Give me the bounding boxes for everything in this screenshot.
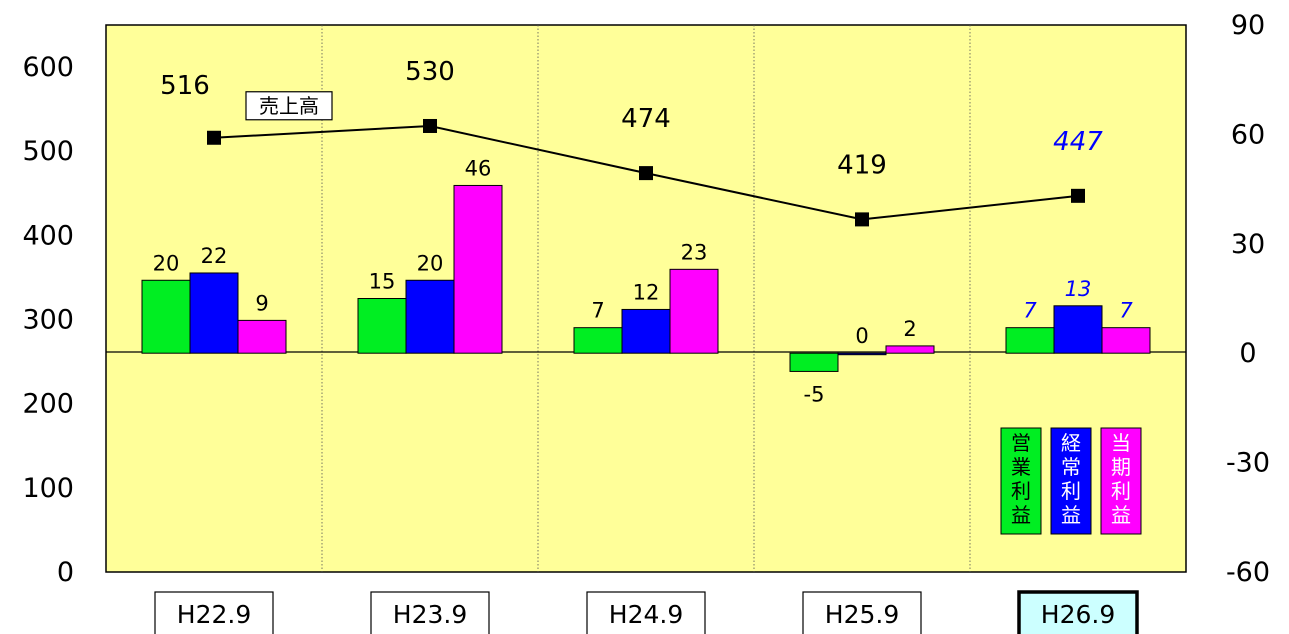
line-label-text: 売上高 <box>259 94 319 118</box>
line-marker <box>1071 188 1085 203</box>
legend-item-char: 当 <box>1111 431 1131 455</box>
line-value-label: 516 <box>160 71 210 101</box>
right-tick-label: -30 <box>1226 448 1270 479</box>
legend-item-char: 営 <box>1011 431 1031 455</box>
bar <box>189 272 239 354</box>
left-tick-label: 600 <box>22 52 74 83</box>
right-tick-label: 30 <box>1231 229 1265 260</box>
category-label-box <box>586 591 706 634</box>
bar <box>1005 327 1055 354</box>
legend-item-char: 利 <box>1061 479 1081 503</box>
category-label: H25.9 <box>825 600 899 629</box>
legend-item-char: 益 <box>1061 503 1081 527</box>
bar <box>405 279 455 354</box>
category-label: H26.9 <box>1041 600 1115 629</box>
bar-value-label: -5 <box>804 382 825 406</box>
left-tick-label: 200 <box>22 389 74 420</box>
bar-value-label: 12 <box>633 280 660 304</box>
left-tick-label: 500 <box>22 136 74 167</box>
bar-value-label: 7 <box>591 299 604 323</box>
line-value-label: 530 <box>405 57 455 87</box>
bar-value-label: 20 <box>153 251 180 275</box>
legend-item-box <box>1050 427 1092 535</box>
legend-item-char: 利 <box>1111 479 1131 503</box>
bar <box>669 268 719 354</box>
legend-item-char: 業 <box>1011 455 1031 479</box>
bar <box>885 345 935 354</box>
bar <box>789 352 839 372</box>
bar <box>1101 327 1151 354</box>
bar <box>357 298 407 354</box>
line-marker <box>855 212 869 227</box>
line-marker <box>639 166 653 181</box>
bar <box>573 327 623 354</box>
bar-value-label: 7 <box>1023 299 1037 323</box>
line-marker <box>423 118 437 133</box>
category-label-box <box>1017 590 1139 634</box>
legend-item-char: 経 <box>1061 431 1081 455</box>
category-label-box <box>802 591 922 634</box>
legend-item-char: 利 <box>1011 479 1031 503</box>
legend-item-char: 期 <box>1111 455 1131 479</box>
category-label-box <box>154 591 274 634</box>
category-label: H22.9 <box>177 600 251 629</box>
bar-value-label: 9 <box>255 291 268 315</box>
category-label: H24.9 <box>609 600 683 629</box>
line-value-label: 447 <box>1053 127 1103 157</box>
bar <box>837 352 887 356</box>
line-marker <box>207 130 221 145</box>
bar-value-label: 46 <box>465 156 492 180</box>
bar-value-label: 2 <box>903 317 916 341</box>
category-label-box <box>370 591 490 634</box>
bar <box>621 308 671 354</box>
category-label: H23.9 <box>393 600 467 629</box>
bar <box>141 279 191 354</box>
right-tick-label: -60 <box>1226 557 1270 588</box>
bar-value-label: 20 <box>417 251 444 275</box>
bar-value-label: 15 <box>369 270 396 294</box>
bar <box>453 184 503 354</box>
bar-value-label: 13 <box>1065 277 1092 301</box>
left-tick-label: 300 <box>22 305 74 336</box>
line-value-label: 474 <box>621 104 671 134</box>
right-tick-label: 60 <box>1231 119 1265 150</box>
legend-item-char: 常 <box>1061 455 1081 479</box>
left-tick-label: 0 <box>57 557 74 588</box>
bar-value-label: 0 <box>855 324 868 348</box>
bar <box>1053 305 1103 354</box>
line-value-label: 419 <box>837 150 887 180</box>
bar-value-label: 7 <box>1119 299 1133 323</box>
right-tick-label: 0 <box>1239 338 1256 369</box>
bar-value-label: 22 <box>201 244 228 268</box>
legend-item-box <box>1000 427 1042 535</box>
right-tick-label: 90 <box>1231 10 1265 41</box>
legend-item-box <box>1100 427 1142 535</box>
bar-value-label: 23 <box>681 240 708 264</box>
left-tick-label: 100 <box>22 473 74 504</box>
legend-item-char: 益 <box>1011 503 1031 527</box>
left-tick-label: 400 <box>22 220 74 251</box>
line-label-box <box>245 91 333 121</box>
legend-item-char: 益 <box>1111 503 1131 527</box>
bar <box>237 319 287 354</box>
